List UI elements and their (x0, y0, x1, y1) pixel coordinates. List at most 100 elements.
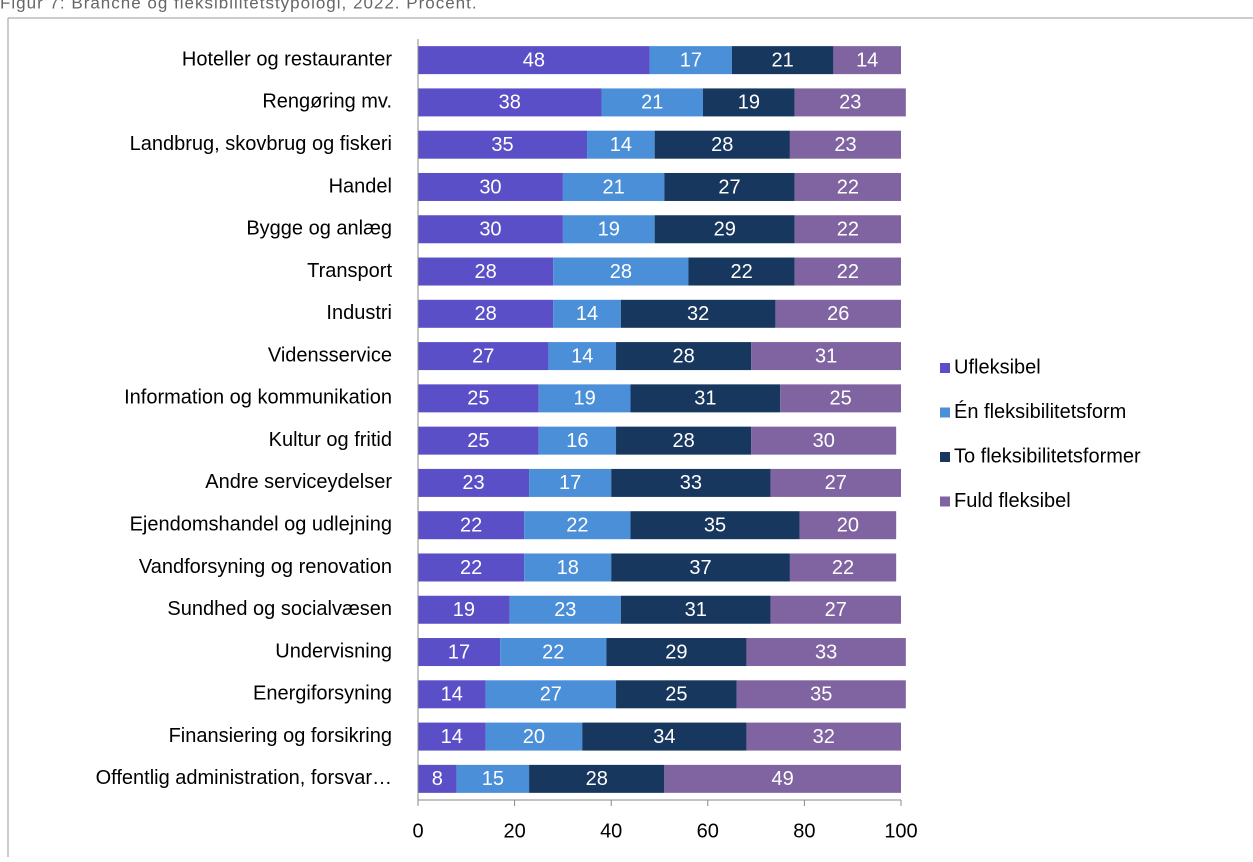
value-label: 30 (479, 176, 501, 198)
value-label: 22 (832, 557, 854, 579)
bar-segment (418, 511, 525, 540)
value-label: 25 (467, 430, 489, 452)
y-tick-label: Transport (307, 260, 392, 282)
bar-segment (606, 638, 747, 667)
bar-segment (538, 384, 631, 413)
x-tick-label: 20 (503, 820, 525, 842)
value-label: 35 (491, 134, 513, 156)
value-label: 14 (576, 303, 598, 325)
bar-segment (780, 384, 901, 413)
value-label: 27 (540, 684, 562, 706)
value-label: 14 (571, 345, 593, 367)
bar-segment (794, 215, 901, 244)
bar-segment (731, 46, 834, 75)
value-label: 28 (673, 430, 695, 452)
bar-segment (500, 638, 607, 667)
value-label: 48 (523, 49, 545, 71)
value-label: 16 (566, 430, 588, 452)
bar-segment (649, 46, 732, 75)
value-label: 14 (441, 726, 463, 748)
y-tick-label: Bygge og anlæg (246, 218, 392, 240)
bar-segment (418, 426, 539, 455)
bar-segment (616, 426, 752, 455)
y-tick-label: Vandforsyning og renovation (139, 556, 392, 578)
legend-label: Ufleksibel (954, 356, 1041, 378)
bar-segment (794, 257, 901, 286)
legend-label: To fleksibilitetsformer (954, 445, 1141, 467)
bar-segment (833, 46, 901, 75)
bar-segment (529, 764, 665, 793)
x-tick-label: 60 (697, 820, 719, 842)
bar-segment (799, 511, 897, 540)
bar-segment (746, 722, 901, 751)
value-label: 23 (839, 92, 861, 114)
legend-label: Fuld fleksibel (954, 490, 1071, 512)
bar-segment (630, 384, 781, 413)
bar-segment (582, 722, 747, 751)
legend-swatch (940, 363, 950, 373)
value-label: 29 (714, 219, 736, 241)
x-tick-label: 40 (600, 820, 622, 842)
value-label: 21 (641, 92, 663, 114)
value-label: 31 (685, 599, 707, 621)
bar-segment (418, 130, 588, 159)
bar-segment (616, 680, 737, 709)
y-tick-label: Vidensservice (268, 344, 392, 366)
bar-segment (654, 130, 790, 159)
y-tick-label: Kultur og fritid (269, 429, 392, 451)
value-label: 25 (665, 684, 687, 706)
value-label: 34 (653, 726, 675, 748)
value-label: 28 (711, 134, 733, 156)
value-label: 17 (559, 472, 581, 494)
bar-segment (562, 215, 655, 244)
value-label: 19 (574, 388, 596, 410)
value-label: 23 (834, 134, 856, 156)
value-label: 49 (772, 768, 794, 790)
bar-segment (736, 680, 906, 709)
chart-title: Figur 7: Branche og fleksibilitetstypolo… (0, 0, 478, 12)
value-label: 31 (694, 388, 716, 410)
value-label: 26 (827, 303, 849, 325)
value-label: 17 (680, 49, 702, 71)
bar-segment (794, 88, 906, 117)
bar-segment (794, 172, 901, 201)
bar-segment (418, 722, 486, 751)
value-label: 33 (680, 472, 702, 494)
bar-segment (418, 680, 486, 709)
bar-segment (485, 722, 583, 751)
bar-segment (630, 511, 800, 540)
y-tick-label: Andre serviceydelser (205, 471, 392, 493)
bar-segment (418, 257, 554, 286)
value-label: 28 (673, 345, 695, 367)
y-tick-label: Hoteller og restauranter (182, 48, 392, 70)
bar-segment (418, 88, 602, 117)
bar-segment (751, 342, 901, 371)
bar-segment (418, 764, 457, 793)
bar-segment (601, 88, 703, 117)
bar-segment (418, 595, 510, 624)
legend-swatch (940, 496, 950, 507)
bar-segment (688, 257, 795, 286)
bar-segment (456, 764, 530, 793)
value-label: 32 (813, 726, 835, 748)
value-label: 22 (837, 219, 859, 241)
bar-segment (654, 215, 795, 244)
y-tick-label: Industri (326, 302, 392, 324)
legend-label: Én fleksibilitetsform (954, 400, 1126, 423)
value-label: 35 (810, 684, 832, 706)
bar-segment (418, 342, 549, 371)
legend-swatch (940, 407, 950, 418)
bar-segment (664, 764, 901, 793)
value-label: 22 (460, 514, 482, 536)
bar-segment (553, 257, 689, 286)
bar-segment (538, 426, 617, 455)
bar-segment (620, 299, 776, 328)
value-label: 23 (462, 472, 484, 494)
value-label: 25 (467, 388, 489, 410)
value-label: 19 (453, 599, 475, 621)
value-label: 22 (837, 176, 859, 198)
value-label: 18 (557, 557, 579, 579)
value-label: 19 (598, 219, 620, 241)
bar-segment (418, 172, 563, 201)
